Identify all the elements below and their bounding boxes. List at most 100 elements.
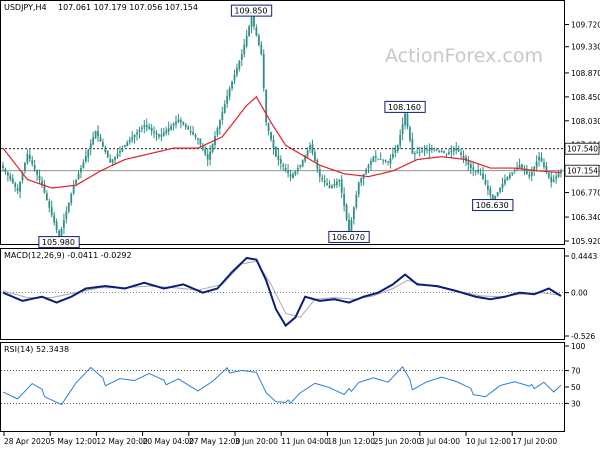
candle-body [496, 192, 499, 196]
rsi-axis-tick-label: 100 [571, 342, 586, 351]
candle-body [306, 150, 309, 157]
candle-body [160, 134, 163, 137]
candle-body [428, 148, 431, 151]
candle-body [445, 153, 448, 155]
candle-body [216, 128, 219, 135]
candle-body [440, 151, 443, 152]
candle-body [233, 74, 236, 81]
candle-body [372, 156, 375, 163]
rsi-axis-tick-label: 50 [571, 383, 581, 392]
candle-body [421, 150, 424, 152]
candle-body [340, 179, 343, 193]
candle-body [391, 153, 394, 158]
candle-body [41, 180, 43, 186]
candle-body [504, 179, 506, 184]
candle-body [6, 171, 9, 176]
time-axis-tick-label: 17 Jul 20:00 [512, 437, 557, 446]
candle-body [121, 148, 124, 152]
candle-body [45, 193, 48, 201]
candle-body [533, 166, 536, 172]
candle-body [179, 120, 182, 123]
candle-body [545, 165, 548, 173]
candle-body [521, 164, 523, 169]
candle-body [26, 153, 29, 163]
candle-body [275, 147, 277, 157]
candle-body [547, 173, 550, 178]
candle-body [326, 183, 328, 186]
candle-body [499, 187, 501, 192]
candle-body [21, 172, 24, 181]
macd-axis-tick-label: 0.4443 [571, 252, 597, 261]
candle-body [119, 150, 121, 153]
price-level-tag-label: 107.540 [567, 145, 598, 154]
candle-body [209, 151, 212, 160]
candle-body [370, 160, 372, 165]
candle-body [24, 163, 26, 172]
candle-body [272, 139, 275, 149]
candle-body [489, 188, 492, 196]
candle-body [508, 174, 511, 179]
candle-body [253, 16, 255, 27]
candle-body [494, 196, 497, 202]
candle-body [304, 155, 307, 161]
candle-body [469, 164, 472, 169]
price-annotation-label: 108.160 [388, 103, 421, 112]
candle-body [423, 150, 426, 151]
candle-body [433, 148, 436, 150]
candle-body [148, 126, 151, 130]
candle-body [365, 169, 367, 174]
candle-body [250, 17, 253, 27]
candle-body [270, 132, 272, 140]
price-axis-tick-label: 105.920 [571, 237, 600, 246]
candle-body [99, 137, 102, 142]
candle-body [406, 113, 409, 127]
price-axis-tick-label: 108.030 [571, 117, 600, 126]
candle-body [197, 138, 199, 140]
candle-body [162, 132, 165, 136]
candle-body [67, 202, 70, 212]
price-plot: 109.720109.330108.870108.450108.030107.6… [1, 4, 600, 249]
price-panel-frame [0, 0, 565, 245]
candle-body [80, 168, 82, 173]
candle-body [360, 178, 363, 183]
candle-body [158, 134, 160, 137]
moving-average-line [2, 95, 562, 189]
watermark: ActionForex.com [385, 45, 543, 67]
candle-body [136, 132, 138, 135]
candle-body [279, 159, 282, 164]
macd-axis-tick-label: 0.00 [571, 289, 588, 298]
candle-body [184, 124, 187, 128]
candle-body [482, 173, 484, 180]
candle-body [63, 220, 65, 228]
candle-body [301, 160, 304, 167]
candle-body [538, 156, 540, 161]
candle-body [535, 161, 538, 168]
candle-body [236, 67, 238, 75]
candle-body [348, 219, 350, 233]
price-level-tag [564, 142, 600, 155]
time-axis-tick-label: 5 May 12:00 [50, 437, 97, 446]
candle-body [323, 180, 326, 183]
candle-body [389, 158, 392, 164]
candle-body [231, 81, 233, 89]
candle-body [479, 173, 482, 175]
candle-body [560, 170, 562, 173]
candle-body [170, 126, 173, 130]
price-axis-tick-label: 109.330 [571, 43, 600, 52]
time-axis-tick-label: 3 Jun 20:00 [235, 437, 278, 446]
candle-body [87, 149, 90, 158]
candle-body [518, 165, 521, 169]
candle-body [460, 152, 462, 155]
candle-body [189, 130, 192, 133]
price-annotation-box [472, 199, 514, 212]
time-axis-tick-label: 18 Jun 12:00 [327, 437, 375, 446]
candle-body [260, 44, 263, 55]
candle-body [333, 183, 336, 187]
price-annotation-box [230, 4, 273, 17]
candle-body [50, 207, 53, 216]
candle-body [430, 148, 433, 150]
candle-body [328, 185, 331, 189]
candle-body [36, 169, 39, 175]
candle-body [65, 211, 68, 220]
